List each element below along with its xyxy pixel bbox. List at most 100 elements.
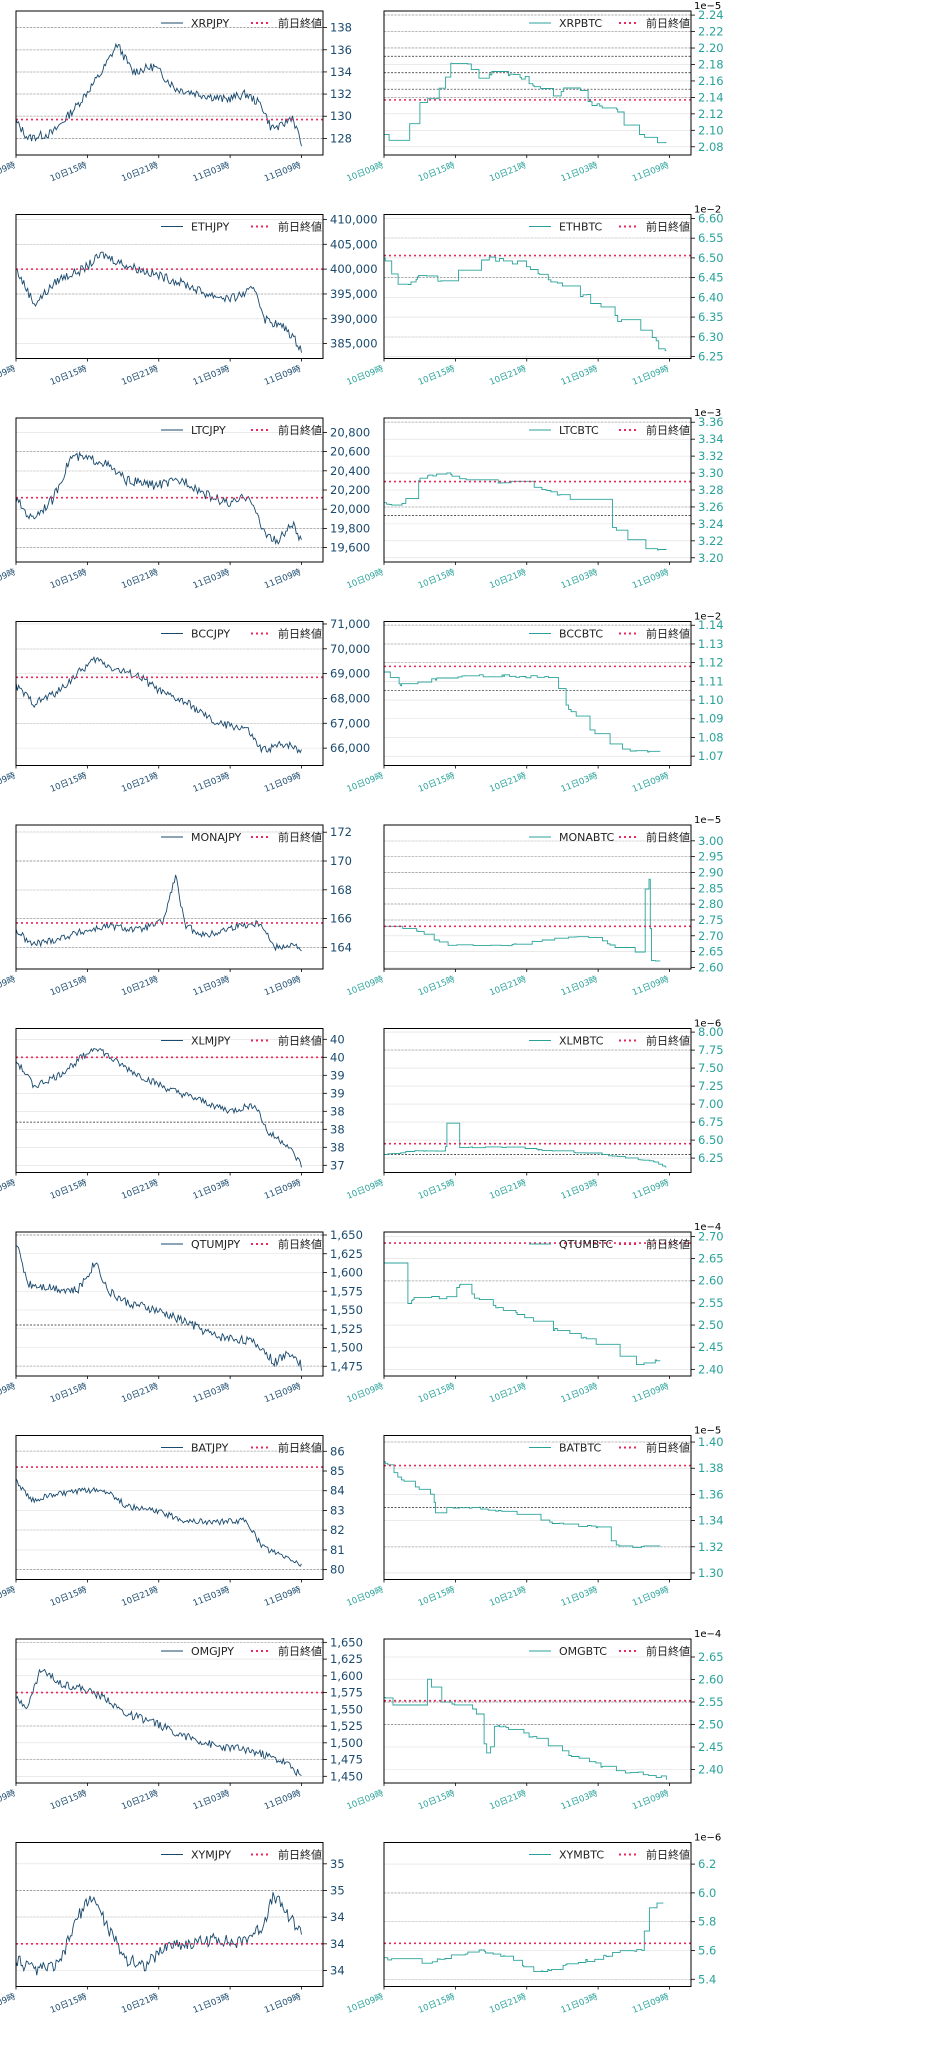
y-tick-label: 1,625 (330, 1652, 363, 1666)
y-tick-label: 410,000 (330, 212, 378, 226)
y-tick-label: 170 (330, 854, 352, 868)
y-tick-label: 136 (330, 43, 352, 57)
x-tick-label: 11日03時 (192, 567, 232, 591)
plot-frame (15, 10, 324, 156)
y-tick-label: 1,575 (330, 1686, 363, 1700)
y-tick-label: 2.60 (698, 1673, 724, 1687)
y-tick-label: 1,600 (330, 1266, 363, 1280)
legend-label-series: LTCJPY (191, 424, 226, 437)
x-tick-label: 11日09時 (631, 567, 671, 591)
y-tick-label: 38 (330, 1122, 345, 1136)
series-line-xrpjpy (15, 42, 302, 147)
y-tick-label: 34 (330, 1910, 345, 1924)
y-tick-label: 2.60 (698, 1274, 724, 1288)
y-tick-label: 3.00 (698, 834, 724, 848)
legend-label-series: QTUMBTC (559, 1238, 614, 1251)
y-tick-label: 2.85 (698, 881, 724, 895)
x-tick-label: 10日21時 (120, 1178, 160, 1202)
y-tick-label: 2.65 (698, 945, 724, 959)
legend-label-prev-close: 前日終値 (646, 1034, 690, 1048)
x-tick-label: 10日09時 (0, 567, 18, 591)
series-line-xlmjpy (15, 1047, 302, 1168)
series-line-ethbtc (384, 256, 667, 352)
x-tick-label: 10日15時 (417, 974, 457, 998)
plot-frame (15, 1842, 324, 1987)
legend-label-prev-close: 前日終値 (278, 830, 322, 844)
offset-text: 1e−2 (694, 205, 721, 216)
series-line-batjpy (15, 1478, 302, 1567)
y-tick-label: 166 (330, 912, 352, 926)
x-tick-label: 11日09時 (263, 567, 303, 591)
y-tick-label: 1,525 (330, 1322, 363, 1336)
y-tick-label: 2.90 (698, 865, 724, 879)
y-tick-label: 20,400 (330, 464, 370, 478)
y-tick-label: 1,575 (330, 1284, 363, 1298)
x-tick-label: 10日21時 (120, 364, 160, 388)
series-line-monajpy (15, 874, 302, 952)
x-tick-label: 10日21時 (488, 1992, 528, 2016)
panel-omgjpy: 1,450 1,475 1,500 1,525 1,550 1,575 1,600 1,625… (0, 1635, 363, 1812)
panel-omgbtc: 2.40 2.45 2.50 2.55 2.60 2.65 1e−4 10日09時 10日15時… (346, 1629, 724, 1812)
y-tick-label: 3.32 (698, 449, 724, 463)
legend-label-series: BCCBTC (559, 628, 603, 641)
x-tick-label: 11日03時 (560, 160, 600, 184)
y-tick-label: 2.45 (698, 1740, 724, 1754)
y-tick-label: 3.30 (698, 466, 724, 480)
x-tick-label: 11日09時 (263, 364, 303, 388)
y-tick-label: 70,000 (330, 642, 370, 656)
y-tick-label: 1.34 (698, 1514, 724, 1528)
y-tick-label: 20,800 (330, 425, 370, 439)
y-tick-label: 6.35 (698, 310, 724, 324)
panel-ltcjpy: 19,600 19,800 20,000 20,200 20,400 20,600 20,8… (0, 417, 370, 591)
x-tick-label: 10日09時 (0, 1585, 18, 1609)
x-tick-label: 11日09時 (631, 160, 671, 184)
x-tick-label: 11日09時 (263, 1992, 303, 2016)
x-tick-label: 10日15時 (49, 364, 89, 388)
x-tick-label: 10日09時 (0, 364, 18, 388)
x-tick-label: 10日15時 (49, 1585, 89, 1609)
x-tick-label: 11日09時 (631, 1381, 671, 1405)
y-tick-label: 1.30 (698, 1566, 724, 1580)
y-tick-label: 40 (330, 1032, 345, 1046)
plot-frame (15, 1435, 324, 1580)
offset-text: 1e−6 (694, 1019, 721, 1030)
legend-label-prev-close: 前日終値 (278, 16, 322, 30)
panel-bccjpy: 66,000 67,000 68,000 69,000 70,000 71,000 10日0… (0, 617, 370, 795)
x-tick-label: 10日21時 (120, 160, 160, 184)
x-tick-label: 10日21時 (120, 1381, 160, 1405)
x-tick-label: 11日09時 (263, 1585, 303, 1609)
offset-text: 1e−5 (694, 815, 721, 826)
y-tick-label: 1.14 (698, 618, 724, 632)
x-tick-label: 11日09時 (263, 1788, 303, 1812)
y-tick-label: 6.2 (698, 1857, 716, 1871)
x-tick-label: 11日09時 (631, 364, 671, 388)
legend-label-series: XYMJPY (191, 1849, 231, 1862)
y-tick-label: 6.50 (698, 1133, 724, 1147)
y-tick-label: 1.36 (698, 1487, 724, 1501)
offset-text: 1e−4 (694, 1222, 721, 1233)
panel-xrpbtc: 2.08 2.10 2.12 2.14 2.16 2.18 2.20 2.22 2.241e−5… (346, 1, 724, 184)
y-tick-label: 138 (330, 21, 352, 35)
series-line-ltcjpy (15, 451, 302, 546)
plot-frame (383, 1435, 692, 1580)
legend-label-series: XRPBTC (559, 17, 602, 30)
y-tick-label: 1.38 (698, 1461, 724, 1475)
legend-label-prev-close: 前日終値 (278, 1237, 322, 1251)
series-line-xymbtc (384, 1902, 664, 1973)
y-tick-label: 1,475 (330, 1359, 363, 1373)
y-tick-label: 2.65 (698, 1650, 724, 1664)
y-tick-label: 6.75 (698, 1115, 724, 1129)
x-tick-label: 10日15時 (417, 364, 457, 388)
y-tick-label: 130 (330, 109, 352, 123)
x-tick-label: 10日09時 (0, 974, 18, 998)
x-tick-label: 10日09時 (0, 771, 18, 795)
legend-label-prev-close: 前日終値 (646, 16, 690, 30)
y-tick-label: 6.55 (698, 231, 724, 245)
series-line-batbtc (384, 1461, 661, 1548)
x-tick-label: 10日15時 (49, 771, 89, 795)
series-line-monabtc (384, 878, 661, 962)
y-tick-label: 1,650 (330, 1228, 363, 1242)
